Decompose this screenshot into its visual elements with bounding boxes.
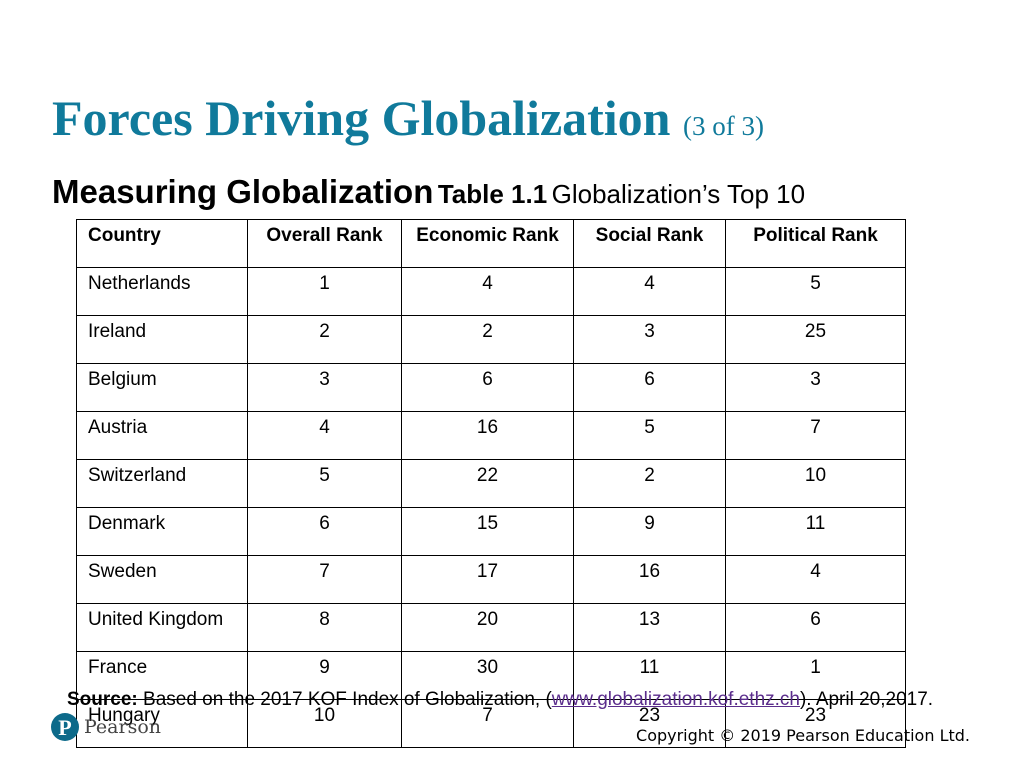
cell-country: Belgium — [76, 363, 248, 412]
cell-overall-rank: 3 — [247, 363, 402, 412]
cell-political-rank: 3 — [725, 363, 906, 412]
source-label: Source: — [67, 689, 138, 710]
cell-economic-rank: 4 — [401, 267, 574, 316]
table-label: Table 1.1 — [437, 179, 548, 209]
cell-country: Ireland — [76, 315, 248, 364]
table-row: Netherlands 1 4 4 5 — [76, 267, 906, 316]
source-note: Source: Based on the 2017 KOF Index of G… — [67, 689, 933, 711]
slide-subtitle: Measuring Globalization Table 1.1 Global… — [52, 172, 805, 212]
cell-country: Sweden — [76, 555, 248, 604]
cell-social-rank: 2 — [573, 459, 726, 508]
cell-country: United Kingdom — [76, 603, 248, 652]
header-social-rank: Social Rank — [573, 219, 726, 268]
table-header-row: Country Overall Rank Economic Rank Socia… — [76, 219, 906, 268]
cell-country: France — [76, 651, 248, 700]
cell-overall-rank: 7 — [247, 555, 402, 604]
source-text-after: ). April 20,2017. — [799, 689, 934, 710]
cell-country: Switzerland — [76, 459, 248, 508]
cell-social-rank: 5 — [573, 411, 726, 460]
header-political-rank: Political Rank — [725, 219, 906, 268]
pearson-logo-text: Pearson — [84, 716, 162, 738]
table-row: France 9 30 11 1 — [76, 651, 906, 700]
subtitle-main: Measuring Globalization — [52, 173, 434, 210]
slide-title-text: Forces Driving Globalization — [52, 90, 671, 146]
table-row: Ireland 2 2 3 25 — [76, 315, 906, 364]
cell-country: Denmark — [76, 507, 248, 556]
table-caption: Globalization’s Top 10 — [551, 179, 806, 209]
source-text-before: Based on the 2017 KOF Index of Globaliza… — [143, 689, 552, 710]
cell-economic-rank: 6 — [401, 363, 574, 412]
cell-country: Hungary — [76, 699, 248, 748]
cell-political-rank: 1 — [725, 651, 906, 700]
cell-social-rank: 23 — [573, 699, 726, 748]
cell-overall-rank: 1 — [247, 267, 402, 316]
cell-economic-rank: 20 — [401, 603, 574, 652]
cell-social-rank: 16 — [573, 555, 726, 604]
copyright-text: Copyright © 2019 Pearson Education Ltd. — [636, 726, 970, 745]
cell-overall-rank: 8 — [247, 603, 402, 652]
cell-political-rank: 10 — [725, 459, 906, 508]
header-economic-rank: Economic Rank — [401, 219, 574, 268]
cell-overall-rank: 2 — [247, 315, 402, 364]
cell-economic-rank: 16 — [401, 411, 574, 460]
cell-economic-rank: 17 — [401, 555, 574, 604]
cell-overall-rank: 5 — [247, 459, 402, 508]
cell-economic-rank: 2 — [401, 315, 574, 364]
table-row: Belgium 3 6 6 3 — [76, 363, 906, 412]
cell-overall-rank: 9 — [247, 651, 402, 700]
table-body: Netherlands 1 4 4 5 Ireland 2 2 3 25 Belgium 3 6 6 3 Au… — [76, 267, 906, 748]
cell-country: Austria — [76, 411, 248, 460]
cell-economic-rank: 22 — [401, 459, 574, 508]
header-overall-rank: Overall Rank — [247, 219, 402, 268]
pearson-logo-icon: P — [51, 713, 79, 741]
cell-economic-rank: 7 — [401, 699, 574, 748]
cell-political-rank: 6 — [725, 603, 906, 652]
slide-title-part: (3 of 3) — [682, 111, 764, 141]
cell-country: Netherlands — [76, 267, 248, 316]
cell-social-rank: 4 — [573, 267, 726, 316]
table-row: United Kingdom 8 20 13 6 — [76, 603, 906, 652]
globalization-table: Country Overall Rank Economic Rank Socia… — [76, 219, 906, 748]
header-country: Country — [76, 219, 248, 268]
cell-overall-rank: 6 — [247, 507, 402, 556]
cell-overall-rank: 4 — [247, 411, 402, 460]
cell-social-rank: 3 — [573, 315, 726, 364]
cell-political-rank: 7 — [725, 411, 906, 460]
slide-title: Forces Driving Globalization (3 of 3) — [52, 88, 764, 148]
cell-social-rank: 9 — [573, 507, 726, 556]
cell-political-rank: 5 — [725, 267, 906, 316]
cell-social-rank: 13 — [573, 603, 726, 652]
table-row: Hungary 10 7 23 23 — [76, 699, 906, 748]
cell-political-rank: 11 — [725, 507, 906, 556]
cell-political-rank: 25 — [725, 315, 906, 364]
table-row: Switzerland 5 22 2 10 — [76, 459, 906, 508]
cell-economic-rank: 15 — [401, 507, 574, 556]
cell-political-rank: 23 — [725, 699, 906, 748]
cell-political-rank: 4 — [725, 555, 906, 604]
table-row: Austria 4 16 5 7 — [76, 411, 906, 460]
cell-social-rank: 6 — [573, 363, 726, 412]
table-row: Sweden 7 17 16 4 — [76, 555, 906, 604]
table-row: Denmark 6 15 9 11 — [76, 507, 906, 556]
cell-overall-rank: 10 — [247, 699, 402, 748]
source-link[interactable]: www.globalization.kof.ethz.ch — [551, 689, 800, 710]
pearson-logo: P Pearson — [51, 713, 161, 741]
